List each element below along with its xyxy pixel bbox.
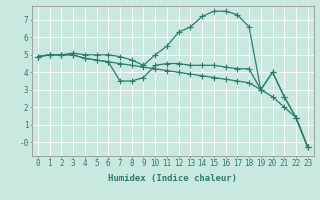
X-axis label: Humidex (Indice chaleur): Humidex (Indice chaleur) <box>108 174 237 183</box>
